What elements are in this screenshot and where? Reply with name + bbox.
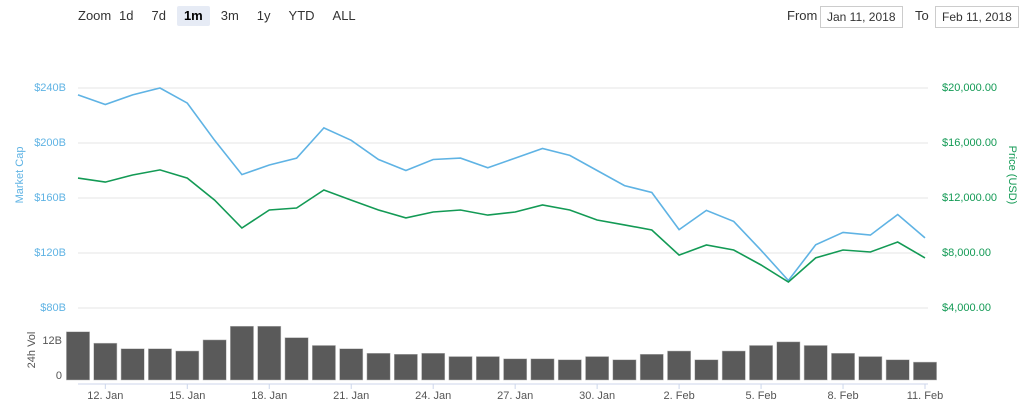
x-tick-label: 30. Jan	[579, 390, 615, 402]
volume-bar	[284, 337, 309, 381]
volume-bar	[503, 358, 528, 381]
volume-bar	[475, 356, 500, 381]
volume-bar	[339, 348, 364, 381]
y-tick-label: $80B	[40, 302, 66, 314]
vol-tick-label: 12B	[42, 335, 62, 347]
zoom-button[interactable]: YTD	[288, 8, 315, 23]
zoom-button[interactable]: 1m	[176, 6, 210, 26]
volume-bar	[749, 345, 773, 381]
volume-bar	[312, 345, 336, 381]
volume-bar	[803, 345, 828, 381]
volume-bar	[885, 359, 910, 381]
y2-tick-label: $12,000.00	[942, 192, 997, 204]
vol-tick-label: 0	[56, 370, 62, 382]
zoom-button[interactable]: 1d	[119, 8, 134, 23]
volume-bar	[585, 356, 609, 381]
volume-bar	[175, 350, 200, 381]
volume-bar	[448, 356, 473, 381]
zoom-button[interactable]: 1y	[256, 8, 271, 23]
x-tick-label: 15. Jan	[169, 390, 205, 402]
volume-bar	[530, 358, 555, 381]
volume-bar	[120, 348, 145, 381]
volume-bar	[93, 342, 118, 381]
zoom-label: Zoom	[78, 8, 112, 23]
y2-tick-label: $8,000.00	[942, 247, 991, 259]
y-axis-title: Market Cap	[14, 147, 26, 204]
y-tick-label: $120B	[34, 247, 66, 259]
volume-bar	[858, 356, 883, 381]
x-tick-label: 8. Feb	[827, 390, 858, 402]
x-tick-label: 21. Jan	[333, 390, 369, 402]
zoom-button[interactable]: 7d	[151, 8, 166, 23]
y2-tick-label: $16,000.00	[942, 137, 997, 149]
volume-bar	[831, 353, 855, 381]
series-line	[77, 87, 926, 282]
zoom-button[interactable]: 3m	[220, 8, 239, 23]
x-tick-label: 27. Jan	[497, 390, 533, 402]
y-tick-label: $200B	[34, 137, 66, 149]
y2-tick-label: $4,000.00	[942, 302, 991, 314]
volume-bar	[257, 325, 282, 381]
x-tick-label: 24. Jan	[415, 390, 451, 402]
volume-bar	[667, 350, 691, 381]
volume-bar	[776, 341, 801, 381]
x-tick-label: 18. Jan	[251, 390, 287, 402]
volume-bar	[721, 350, 746, 381]
volume-bar	[557, 359, 582, 381]
x-tick-label: 5. Feb	[745, 390, 776, 402]
x-tick-label: 11. Feb	[907, 390, 944, 402]
zoom-buttons: 1d 7d 1m 3m 1y YTD ALL	[112, 6, 363, 26]
x-tick-label: 2. Feb	[664, 390, 695, 402]
vol-axis-title: 24h Vol	[26, 332, 38, 369]
volume-bar	[421, 353, 446, 381]
volume-bar	[612, 359, 637, 381]
volume-bar	[230, 325, 254, 381]
y2-tick-label: $20,000.00	[942, 82, 997, 94]
series-line	[77, 169, 926, 283]
volume-bar	[913, 361, 937, 381]
x-tick-label: 12. Jan	[87, 390, 123, 402]
volume-bar	[694, 359, 719, 381]
from-label: From	[787, 8, 818, 23]
volume-bar	[394, 354, 418, 381]
volume-bar	[66, 331, 90, 381]
to-input[interactable]: Feb 11, 2018	[935, 6, 1019, 28]
from-input[interactable]: Jan 11, 2018	[820, 6, 903, 28]
volume-bar	[639, 354, 664, 381]
y-tick-label: $240B	[34, 82, 66, 94]
to-label: To	[915, 8, 929, 23]
volume-bar	[202, 339, 227, 381]
y2-axis-title: Price (USD)	[1006, 146, 1018, 205]
y-tick-label: $160B	[34, 192, 66, 204]
zoom-button[interactable]: ALL	[332, 8, 356, 23]
volume-bar	[366, 353, 391, 381]
volume-bar	[148, 348, 172, 381]
